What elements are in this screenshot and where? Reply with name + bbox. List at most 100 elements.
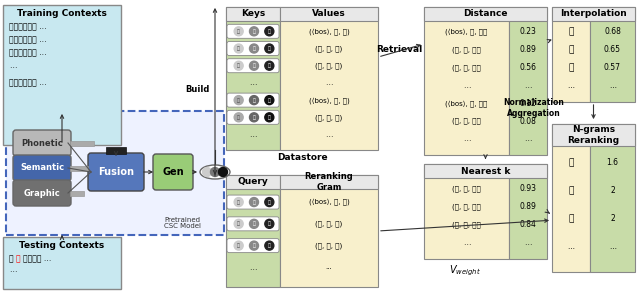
- Bar: [424, 164, 547, 178]
- Text: (世, 卫, 组): (世, 卫, 组): [316, 114, 342, 121]
- Circle shape: [218, 168, 227, 176]
- Text: Semantic: Semantic: [20, 164, 64, 173]
- Circle shape: [234, 241, 243, 250]
- Text: …: …: [463, 135, 470, 143]
- Circle shape: [234, 61, 243, 70]
- Bar: [70, 165, 88, 170]
- Bar: [280, 175, 378, 287]
- FancyBboxPatch shape: [227, 42, 279, 56]
- Bar: [226, 175, 280, 287]
- Text: 以: 以: [268, 221, 271, 226]
- Circle shape: [265, 96, 274, 105]
- Text: 个: 个: [237, 243, 240, 248]
- Text: Distance: Distance: [463, 10, 508, 18]
- Text: Gen: Gen: [162, 167, 184, 177]
- Text: (⟨bos⟩, 世, 卫): (⟨bos⟩, 世, 卫): [308, 97, 349, 104]
- Text: Testing Contexts: Testing Contexts: [19, 241, 104, 250]
- Circle shape: [265, 27, 274, 36]
- Text: ...: ...: [326, 264, 332, 270]
- Text: Graphic: Graphic: [24, 189, 60, 198]
- Text: 以: 以: [568, 63, 573, 72]
- Text: 个: 个: [268, 63, 271, 68]
- Circle shape: [265, 44, 274, 53]
- Circle shape: [250, 219, 259, 228]
- Text: (⟨bos⟩, 世, 卫）: (⟨bos⟩, 世, 卫）: [445, 100, 488, 107]
- Circle shape: [202, 168, 211, 176]
- Circle shape: [250, 96, 259, 105]
- Text: 卫: 卫: [253, 115, 255, 120]
- Circle shape: [211, 168, 220, 176]
- Circle shape: [250, 198, 259, 207]
- FancyBboxPatch shape: [227, 24, 279, 38]
- Text: 这: 这: [237, 200, 240, 205]
- Text: 这: 这: [268, 29, 271, 34]
- Bar: [226, 7, 280, 150]
- Text: Query: Query: [237, 178, 268, 187]
- Text: $V_{weight}$: $V_{weight}$: [449, 264, 481, 278]
- Circle shape: [250, 61, 259, 70]
- Bar: [70, 190, 84, 195]
- Bar: [424, 7, 547, 21]
- Bar: [280, 7, 378, 150]
- Circle shape: [234, 198, 243, 207]
- Bar: [552, 7, 590, 102]
- Text: 0.84: 0.84: [520, 220, 536, 229]
- Text: 卫: 卫: [268, 115, 271, 120]
- Text: …: …: [568, 83, 575, 89]
- Text: …: …: [325, 130, 333, 139]
- Text: 研究人员所观 …: 研究人员所观 …: [9, 36, 47, 45]
- Text: 份: 份: [237, 63, 240, 68]
- Circle shape: [265, 198, 274, 207]
- Text: …: …: [463, 238, 470, 247]
- Text: 二: 二: [568, 27, 573, 36]
- Circle shape: [250, 241, 259, 250]
- Text: 几: 几: [568, 214, 573, 223]
- Text: …: …: [325, 78, 333, 87]
- FancyBboxPatch shape: [13, 180, 71, 206]
- Bar: [3, 5, 121, 145]
- Bar: [226, 175, 280, 189]
- FancyBboxPatch shape: [227, 59, 279, 73]
- Text: 几: 几: [568, 45, 573, 54]
- Text: …: …: [524, 81, 532, 90]
- Circle shape: [234, 96, 243, 105]
- Text: …: …: [9, 266, 17, 274]
- Text: …: …: [249, 263, 257, 272]
- Text: 以: 以: [16, 255, 20, 263]
- FancyBboxPatch shape: [227, 238, 279, 253]
- Text: 0.23: 0.23: [520, 27, 536, 36]
- Text: 以: 以: [568, 158, 573, 167]
- Text: (⟨bos⟩, 这, 以): (⟨bos⟩, 这, 以): [308, 199, 349, 206]
- Text: (以, 个, 重): (以, 个, 重): [316, 242, 342, 249]
- Text: (一, 份, 月): (一, 份, 月): [316, 62, 342, 69]
- Circle shape: [234, 113, 243, 122]
- Text: 卫: 卫: [237, 115, 240, 120]
- Circle shape: [234, 27, 243, 36]
- Text: 二: 二: [568, 186, 573, 195]
- Text: …: …: [9, 61, 17, 70]
- Text: Datastore: Datastore: [276, 152, 327, 162]
- Text: 一: 一: [268, 46, 271, 51]
- Bar: [226, 7, 280, 21]
- Text: N-grams
Reranking: N-grams Reranking: [568, 125, 620, 145]
- Bar: [590, 124, 635, 272]
- Circle shape: [250, 113, 259, 122]
- FancyBboxPatch shape: [153, 154, 193, 190]
- Text: 个: 个: [268, 243, 271, 248]
- Text: Pretrained
CSC Model: Pretrained CSC Model: [163, 217, 200, 230]
- Text: Training Contexts: Training Contexts: [17, 10, 107, 18]
- Text: (⟨bos⟩, 这, 一）: (⟨bos⟩, 这, 一）: [445, 28, 488, 35]
- Text: (这, 以, 个): (这, 以, 个): [316, 221, 342, 227]
- Text: Build: Build: [185, 85, 209, 94]
- Circle shape: [234, 219, 243, 228]
- Text: 个: 个: [253, 243, 255, 248]
- Text: Retrieval: Retrieval: [376, 45, 422, 53]
- Text: (这, 以, 后）: (这, 以, 后）: [452, 186, 481, 192]
- Text: Reranking
Gram: Reranking Gram: [305, 172, 353, 192]
- Text: 1.6: 1.6: [607, 158, 618, 167]
- Text: 0.08: 0.08: [520, 116, 536, 126]
- Bar: [424, 7, 509, 155]
- Text: 这一个月以来 …: 这一个月以来 …: [9, 23, 47, 31]
- Text: 以: 以: [237, 221, 240, 226]
- Text: 个: 个: [253, 63, 255, 68]
